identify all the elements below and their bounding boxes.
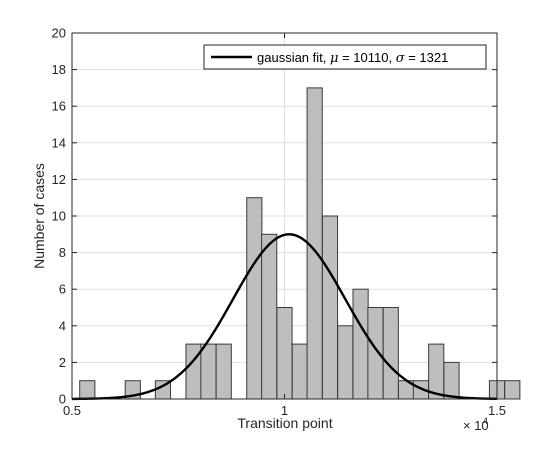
histogram-bar — [504, 380, 521, 400]
legend-entry: gaussian fit, μ = 10110, σ = 1321 — [257, 50, 448, 66]
y-tick-label: 10 — [52, 209, 66, 224]
histogram-bar — [291, 343, 308, 400]
axis-ticks: 0 2 4 6 8 10 12 14 16 18 20 0.5 1 1.5 — [52, 26, 507, 419]
histogram-bar — [79, 380, 96, 400]
y-tick-label: 0 — [59, 392, 66, 407]
y-tick-label: 18 — [52, 62, 66, 77]
x-axis-exponent-base: × 10 — [463, 418, 489, 433]
histogram-bars — [79, 87, 521, 400]
y-tick-label: 6 — [59, 282, 66, 297]
legend-mu-value: 10110 — [353, 50, 388, 65]
histogram-bar — [367, 307, 384, 400]
x-axis-label: Transition point — [237, 415, 332, 431]
histogram-bar — [215, 343, 232, 400]
y-tick-label: 14 — [52, 135, 66, 150]
legend-prefix: gaussian fit, — [257, 50, 330, 65]
y-axis-label: Number of cases — [31, 163, 47, 269]
y-tick-label: 2 — [59, 355, 66, 370]
histogram-bar — [246, 197, 263, 400]
histogram-bar — [382, 307, 399, 400]
y-tick-label: 12 — [52, 172, 66, 187]
histogram-bar — [337, 325, 354, 400]
x-tick-label: 0.5 — [63, 403, 81, 418]
legend-sigma-value: 1321 — [419, 50, 448, 65]
histogram-bar — [443, 361, 460, 400]
legend-mu-symbol: μ — [330, 51, 338, 66]
y-tick-label: 20 — [52, 26, 66, 41]
legend: gaussian fit, μ = 10110, σ = 1321 — [203, 44, 487, 70]
y-tick-label: 4 — [59, 318, 66, 333]
gaussian-fit-line — [71, 233, 498, 401]
histogram-bar — [352, 288, 369, 400]
histogram-bar — [428, 343, 445, 400]
y-tick-label: 16 — [52, 99, 66, 114]
histogram-bar — [321, 215, 339, 400]
histogram-bar — [261, 233, 278, 400]
histogram-bar — [200, 343, 217, 400]
y-tick-label: 8 — [59, 245, 66, 260]
legend-sigma-symbol: σ — [396, 51, 406, 66]
x-axis-exponent-power: 4 — [483, 416, 488, 426]
histogram-bar — [276, 307, 293, 400]
x-tick-label: 1 — [281, 403, 288, 418]
x-tick-label: 1.5 — [488, 403, 506, 418]
